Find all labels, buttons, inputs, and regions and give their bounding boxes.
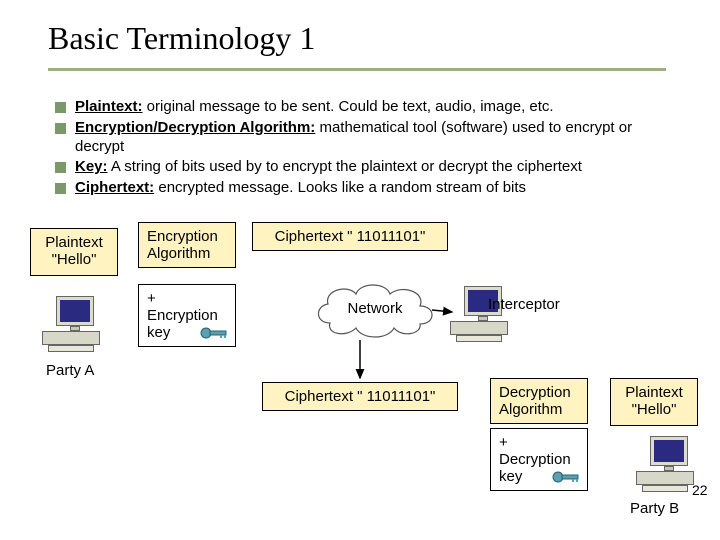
- slide-number: 22: [692, 482, 708, 498]
- key-icon: [200, 326, 230, 340]
- key-icon: [552, 470, 582, 484]
- label-interceptor: Interceptor: [488, 296, 560, 313]
- label-party-b: Party B: [630, 500, 679, 517]
- label-party-a: Party A: [46, 362, 94, 379]
- arrow-cloud-to-ciphertext-icon: [0, 0, 720, 540]
